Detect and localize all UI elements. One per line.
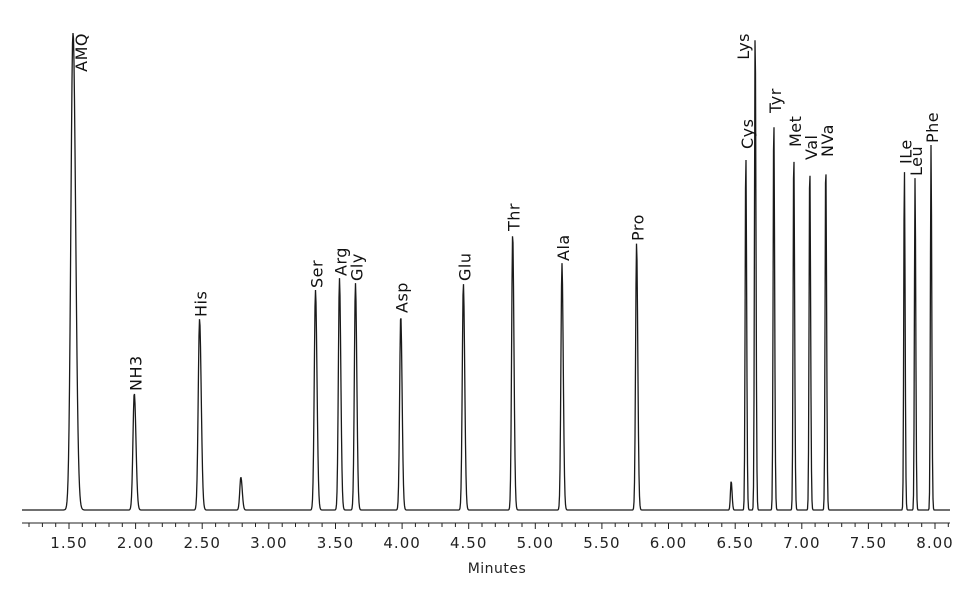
- peak-label-text: Cys: [738, 119, 757, 149]
- peak-label-amq: AMQ: [72, 33, 91, 72]
- peak-label-text: Gly: [347, 253, 366, 281]
- peak-label-nh3: NH3: [126, 355, 145, 391]
- peak-label-text: Phe: [923, 112, 942, 143]
- peak-label-text: Val: [802, 135, 821, 160]
- peak-label-tyr: Tyr: [766, 88, 785, 114]
- peak-label-text: His: [192, 291, 211, 317]
- peak-label-text: Thr: [505, 203, 524, 232]
- peak-label-met: Met: [786, 116, 805, 147]
- peak-label-his: His: [192, 291, 211, 317]
- peak-label-text: AMQ: [72, 33, 91, 72]
- x-tick-label: 7.50: [850, 534, 887, 552]
- x-axis: 1.50 2.00 2.50 3.00 3.50 4.00 4.50 5.00 5.50 6.00…: [22, 522, 953, 552]
- x-tick-label: 2.50: [183, 534, 220, 552]
- peak-label-val: Val: [802, 135, 821, 160]
- peak-label-text: Asp: [393, 282, 412, 313]
- peak-label-text: Glu: [455, 253, 474, 281]
- peak-label-ile: ILe: [896, 139, 915, 164]
- peak-label-arg: Arg: [331, 247, 350, 276]
- peak-label-ala: Ala: [554, 234, 573, 261]
- x-tick-label: 3.00: [250, 534, 287, 552]
- peak-label-text: Ser: [307, 260, 326, 288]
- peak-label-text: Met: [786, 116, 805, 147]
- chromatogram-trace: [22, 32, 950, 511]
- x-tick-label: 1.50: [50, 534, 87, 552]
- x-tick-label: 4.50: [450, 534, 487, 552]
- peak-label-text: Lys: [734, 33, 753, 60]
- trace-line: [22, 32, 950, 511]
- peak-label-glu: Glu: [455, 253, 474, 281]
- peak-label-phe: Phe: [923, 112, 942, 143]
- peak-label-text: Ala: [554, 234, 573, 261]
- x-axis-title: Minutes: [468, 561, 527, 577]
- peak-label-text: NVa: [818, 124, 837, 157]
- peak-label-text: ILe: [896, 139, 915, 164]
- peak-label-text: Leu: [907, 146, 926, 176]
- x-tick-label: 5.50: [583, 534, 620, 552]
- peak-label-text: Arg: [331, 247, 350, 276]
- x-tick-label: 8.00: [916, 534, 953, 552]
- x-tick-label: 6.50: [716, 534, 753, 552]
- peak-label-cys: Cys: [738, 119, 757, 149]
- peak-label-nva: NVa: [818, 124, 837, 157]
- peak-label-text: NH3: [126, 355, 145, 391]
- peak-label-ser: Ser: [307, 260, 326, 288]
- peak-label-leu: Leu: [907, 146, 926, 176]
- x-tick-label: 7.00: [783, 534, 820, 552]
- peak-label-pro: Pro: [629, 214, 648, 241]
- peak-label-thr: Thr: [505, 203, 524, 232]
- peak-label-gly: Gly: [347, 253, 366, 281]
- peak-label-text: Pro: [629, 214, 648, 241]
- x-tick-label: 4.00: [383, 534, 420, 552]
- x-tick-label: 6.00: [650, 534, 687, 552]
- peak-label-text: Tyr: [766, 88, 785, 114]
- x-tick-label: 2.00: [117, 534, 154, 552]
- peak-label-asp: Asp: [393, 282, 412, 313]
- x-tick-label: 5.00: [517, 534, 554, 552]
- x-tick-label: 3.50: [317, 534, 354, 552]
- peak-label-lys: Lys: [734, 33, 753, 60]
